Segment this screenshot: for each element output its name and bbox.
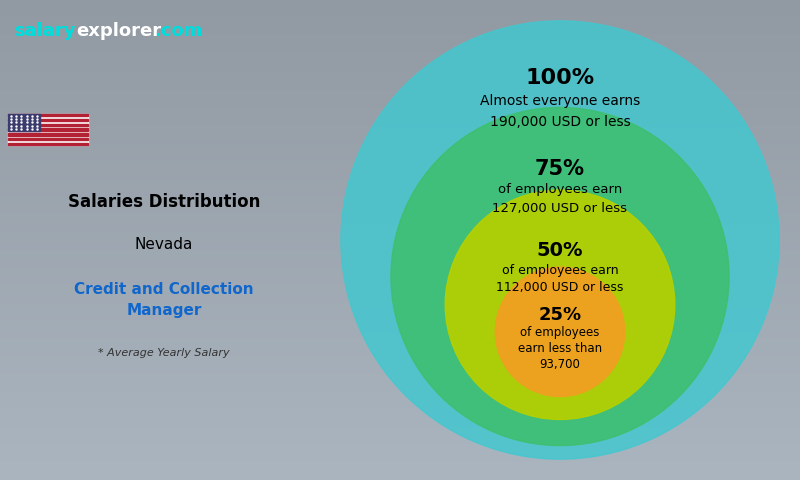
Text: 190,000 USD or less: 190,000 USD or less [490, 115, 630, 129]
Text: Salaries Distribution: Salaries Distribution [68, 192, 260, 211]
Circle shape [495, 267, 625, 396]
Bar [8, 124, 88, 126]
Text: 25%: 25% [538, 306, 582, 324]
Bar [8, 138, 88, 140]
Text: of employees earn: of employees earn [502, 264, 618, 277]
Text: .com: .com [154, 22, 203, 40]
Text: Credit and Collection
Manager: Credit and Collection Manager [74, 282, 254, 318]
Text: Almost everyone earns: Almost everyone earns [480, 94, 640, 108]
Bar [8, 133, 88, 135]
Circle shape [391, 108, 729, 445]
Text: of employees: of employees [520, 326, 600, 339]
Text: 93,700: 93,700 [539, 358, 581, 371]
Bar [8, 143, 88, 145]
Bar [8, 114, 88, 145]
Circle shape [446, 190, 674, 420]
Text: salary: salary [14, 22, 76, 40]
Circle shape [341, 21, 779, 459]
Bar [8, 128, 88, 131]
Text: 50%: 50% [537, 241, 583, 260]
Bar [8, 114, 40, 131]
Text: of employees earn: of employees earn [498, 183, 622, 196]
Bar [8, 114, 88, 116]
Text: Nevada: Nevada [135, 237, 193, 252]
Text: explorer: explorer [76, 22, 161, 40]
Text: * Average Yearly Salary: * Average Yearly Salary [98, 348, 230, 358]
Bar [8, 119, 88, 121]
Text: 75%: 75% [535, 159, 585, 179]
Text: earn less than: earn less than [518, 342, 602, 355]
Text: 127,000 USD or less: 127,000 USD or less [493, 202, 627, 215]
Text: 112,000 USD or less: 112,000 USD or less [496, 281, 624, 295]
Text: 100%: 100% [526, 68, 594, 88]
